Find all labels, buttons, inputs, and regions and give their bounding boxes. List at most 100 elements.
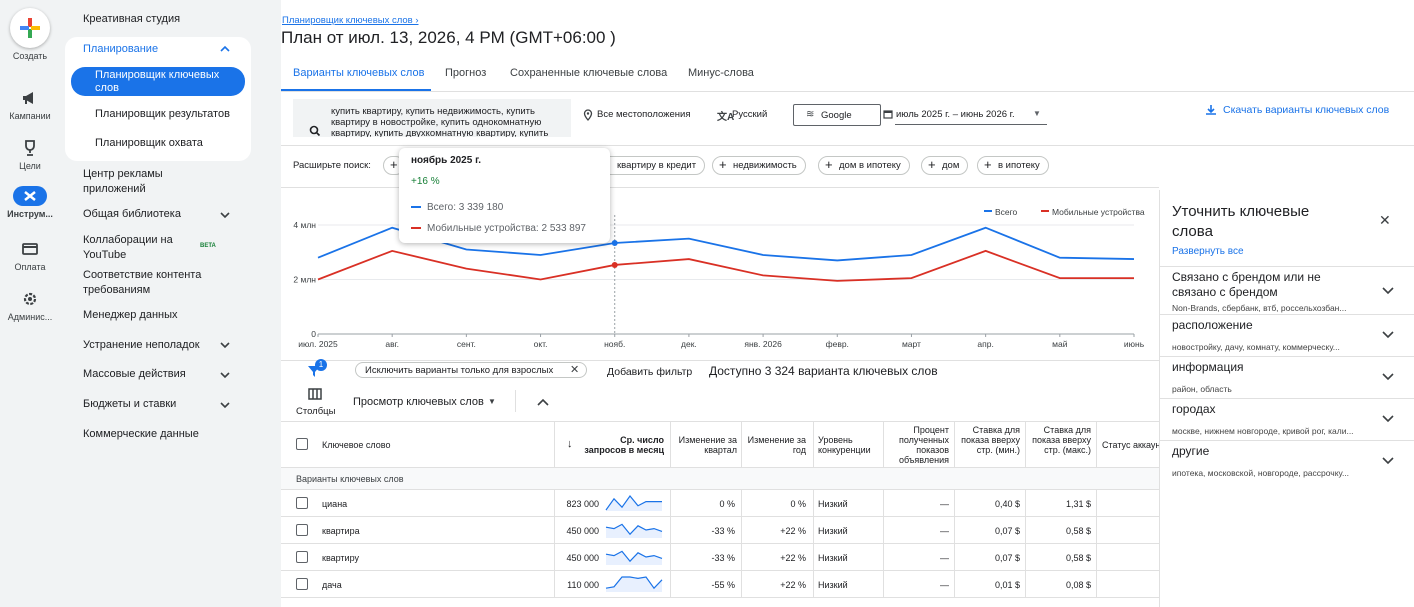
x-tick-label: окт. bbox=[534, 339, 548, 349]
expand-pill[interactable]: +квартиру в кредит bbox=[596, 156, 706, 175]
impression-share-cell: — bbox=[940, 580, 949, 590]
chevron-down-icon[interactable] bbox=[1382, 373, 1394, 381]
row-checkbox[interactable] bbox=[296, 578, 308, 590]
refine-item[interactable]: городах москве, нижнем новгороде, кривой … bbox=[1160, 398, 1414, 440]
refine-item-subtitle: москве, нижнем новгороде, кривой рог, ка… bbox=[1172, 426, 1354, 436]
data-point[interactable] bbox=[611, 261, 618, 268]
expand-all-link[interactable]: Развернуть все bbox=[1172, 246, 1244, 257]
col-avg-searches[interactable]: Ср. число запросов в месяц bbox=[584, 435, 664, 455]
tooltip-total-swatch bbox=[411, 206, 421, 208]
chevron-down-icon[interactable] bbox=[1382, 331, 1394, 339]
table-row[interactable]: циана 823 000 0 % 0 % Низкий — 0,40 $ 1,31 $ bbox=[281, 490, 1159, 517]
col-account-status[interactable]: Статус аккаунта bbox=[1102, 440, 1159, 450]
refine-item[interactable]: расположение новостройку, дачу, комнату, … bbox=[1160, 314, 1414, 356]
nav-data-manager[interactable]: Менеджер данных bbox=[83, 309, 178, 321]
table-row[interactable]: квартиру 450 000 -33 % +22 % Низкий — 0,07 $ 0,… bbox=[281, 544, 1159, 571]
nav-bulk-actions[interactable]: Массовые действия bbox=[83, 368, 186, 380]
nav-creative-studio[interactable]: Креативная студия bbox=[83, 13, 181, 25]
expand-pill[interactable]: + недвижимость bbox=[712, 156, 806, 175]
columns-button[interactable]: Столбцы bbox=[296, 406, 336, 417]
nav-keyword-planner[interactable]: Планировщик ключевых слов bbox=[71, 67, 245, 96]
expand-pill[interactable]: + дом в ипотеку bbox=[818, 156, 910, 175]
close-icon[interactable]: ✕ bbox=[570, 364, 580, 376]
nav-budgets[interactable]: Бюджеты и ставки bbox=[83, 398, 177, 410]
refine-panel: Уточнить ключевые слова ✕ Развернуть все… bbox=[1159, 190, 1414, 607]
chevron-down-icon[interactable] bbox=[220, 370, 230, 380]
chevron-down-icon[interactable] bbox=[220, 340, 230, 350]
refine-item[interactable]: информация район, область bbox=[1160, 356, 1414, 398]
network-filter[interactable]: ≋ Google bbox=[793, 104, 881, 126]
nav-youtube[interactable]: Коллаборации на YouTube bbox=[83, 234, 173, 261]
chevron-up-icon[interactable] bbox=[220, 44, 230, 54]
bid-high-cell: 1,31 $ bbox=[1065, 499, 1091, 509]
gear-icon bbox=[23, 292, 37, 306]
plus-icon: + bbox=[390, 157, 398, 172]
refine-item[interactable]: другие ипотека, московской, новгороде, ра… bbox=[1160, 440, 1414, 482]
x-tick-label: март bbox=[902, 339, 921, 349]
tab-forecast[interactable]: Прогноз bbox=[445, 67, 487, 79]
select-all-checkbox[interactable] bbox=[296, 438, 308, 450]
search-input[interactable]: купить квартиру, купить недвижимость, ку… bbox=[331, 106, 549, 137]
chevron-down-icon[interactable] bbox=[1382, 415, 1394, 423]
keyword-search-box[interactable]: купить квартиру, купить недвижимость, ку… bbox=[293, 99, 571, 137]
row-checkbox[interactable] bbox=[296, 497, 308, 509]
chart-tooltip: ноябрь 2025 г. +16 % Всего: 3 339 180 Мо… bbox=[399, 148, 610, 243]
cell-divider bbox=[1025, 517, 1026, 544]
view-keywords-select[interactable]: Просмотр ключевых слов bbox=[353, 396, 484, 408]
chevron-down-icon[interactable] bbox=[1382, 457, 1394, 465]
x-tick-label: май bbox=[1052, 339, 1068, 349]
language-filter[interactable]: Русский bbox=[732, 109, 768, 120]
col-bid-low[interactable]: Ставка для показа вверху стр. (мин.) bbox=[961, 425, 1020, 455]
nav-shared-library[interactable]: Общая библиотека bbox=[83, 208, 181, 220]
data-point[interactable] bbox=[611, 240, 618, 247]
refine-item-subtitle: ипотека, московской, новгороде, рассрочк… bbox=[1172, 468, 1350, 478]
rail-billing[interactable]: Оплата bbox=[0, 239, 60, 272]
col-keyword[interactable]: Ключевое слово bbox=[322, 440, 391, 450]
chevron-down-icon[interactable] bbox=[220, 210, 230, 220]
rail-campaigns[interactable]: Кампании bbox=[0, 88, 60, 121]
chevron-up-icon[interactable] bbox=[537, 398, 549, 406]
col-quarter-change[interactable]: Изменение за квартал bbox=[678, 435, 737, 455]
x-tick-label: апр. bbox=[977, 339, 993, 349]
nav-compliance[interactable]: Соответствие контента требованиям bbox=[83, 269, 202, 296]
rail-tools[interactable]: Инструм... bbox=[0, 186, 60, 219]
tooltip-mobile: Мобильные устройства: 2 533 897 bbox=[427, 223, 586, 234]
tab-keyword-ideas[interactable]: Варианты ключевых слов bbox=[293, 67, 425, 79]
nav-troubleshooting[interactable]: Устранение неполадок bbox=[83, 339, 200, 351]
exclude-adult-chip[interactable]: Исключить варианты только для взрослых ✕ bbox=[355, 362, 587, 378]
table-row[interactable]: дача 110 000 -55 % +22 % Низкий — 0,01 $ 0,08 $ bbox=[281, 571, 1159, 598]
cell-divider bbox=[954, 544, 955, 571]
row-checkbox[interactable] bbox=[296, 524, 308, 536]
nav-reach-planner[interactable]: Планировщик охвата bbox=[95, 137, 203, 149]
refine-item[interactable]: Связано с брендом или не связано с бренд… bbox=[1160, 266, 1414, 314]
table-row[interactable]: квартира 450 000 -33 % +22 % Низкий — 0,07 $ 0,… bbox=[281, 517, 1159, 544]
expand-pill[interactable]: + в ипотеку bbox=[977, 156, 1049, 175]
tab-negative-keywords[interactable]: Минус-слова bbox=[688, 67, 754, 79]
create-button[interactable] bbox=[10, 8, 50, 48]
col-impression-share[interactable]: Процент полученных показов объявления bbox=[898, 425, 949, 465]
network-icon: ≋ bbox=[806, 109, 815, 120]
nav-app-center[interactable]: Центр рекламы приложений bbox=[83, 168, 163, 195]
download-keywords-button[interactable]: Скачать варианты ключевых слов bbox=[1223, 104, 1390, 116]
location-filter[interactable]: Все местоположения bbox=[597, 109, 691, 120]
col-bid-high[interactable]: Ставка для показа вверху стр. (макс.) bbox=[1032, 425, 1091, 455]
nav-results-planner[interactable]: Планировщик результатов bbox=[95, 108, 230, 120]
date-range-select[interactable]: июль 2025 г. – июнь 2026 г. ▼ bbox=[895, 104, 1047, 125]
row-checkbox[interactable] bbox=[296, 551, 308, 563]
nav-planning[interactable]: Планирование bbox=[83, 43, 159, 55]
rail-admin[interactable]: Админис... bbox=[0, 289, 60, 322]
nav-commercial-data[interactable]: Коммерческие данные bbox=[83, 428, 199, 440]
col-year-change[interactable]: Изменение за год bbox=[747, 435, 806, 455]
breadcrumb[interactable]: Планировщик ключевых слов › bbox=[282, 15, 419, 26]
tab-saved-keywords[interactable]: Сохраненные ключевые слова bbox=[510, 67, 668, 79]
trend-sparkline bbox=[605, 495, 662, 511]
expand-pill[interactable]: + дом bbox=[921, 156, 969, 175]
add-filter-button[interactable]: Добавить фильтр bbox=[607, 366, 693, 378]
cell-divider bbox=[954, 571, 955, 598]
bid-high-cell: 0,08 $ bbox=[1065, 580, 1091, 590]
chevron-down-icon[interactable] bbox=[220, 400, 230, 410]
chevron-down-icon[interactable] bbox=[1382, 287, 1394, 295]
rail-goals[interactable]: Цели bbox=[0, 138, 60, 171]
close-icon[interactable]: ✕ bbox=[1379, 212, 1391, 228]
col-competition[interactable]: Уровень конкуренции bbox=[818, 435, 871, 455]
